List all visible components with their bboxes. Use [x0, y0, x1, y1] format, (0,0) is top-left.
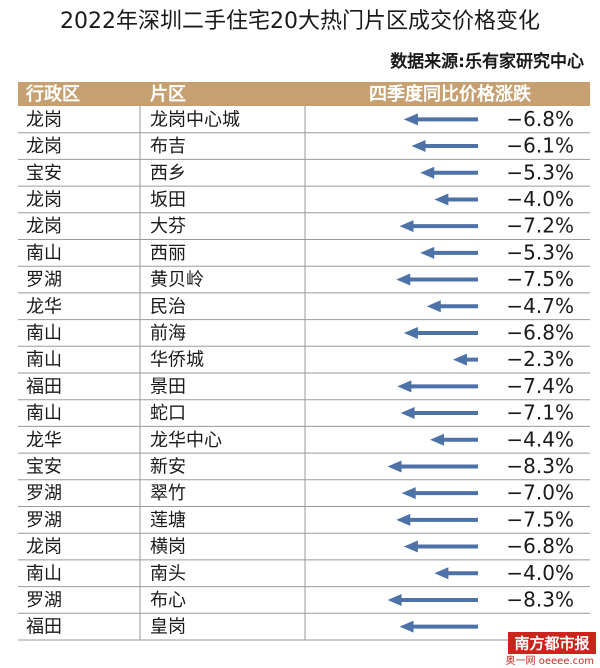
value-label: −4.4%	[506, 427, 574, 451]
district: 龙华	[26, 430, 62, 451]
arrow-bar	[420, 166, 478, 179]
value-label: −7.5%	[506, 507, 574, 531]
watermark: 南方都市报	[514, 635, 589, 653]
district: 龙岗	[26, 216, 62, 237]
arrow-bar	[403, 113, 478, 126]
column-header: 行政区	[25, 83, 80, 105]
district: 宝安	[26, 163, 62, 184]
area-name: 横岗	[150, 537, 186, 558]
value-label: −4.7%	[506, 294, 574, 318]
district: 龙岗	[26, 109, 62, 130]
area-name: 景田	[150, 376, 186, 397]
district: 罗湖	[26, 510, 62, 531]
district: 龙岗	[26, 136, 62, 157]
arrow-bar	[397, 380, 478, 393]
arrow-bar	[396, 273, 478, 286]
arrow-bar	[387, 593, 478, 606]
district: 南山	[26, 350, 62, 371]
arrow-bar	[403, 540, 478, 553]
value-label: −4.0%	[506, 561, 574, 585]
district: 南山	[26, 323, 62, 344]
area-name: 皇岗	[150, 617, 186, 638]
district: 福田	[26, 617, 62, 638]
area-name: 布心	[150, 590, 186, 611]
source-note: 数据来源:乐有家研究中心	[390, 51, 584, 72]
value-label: −5.3%	[506, 240, 574, 264]
arrow-bar	[387, 460, 478, 473]
area-name: 华侨城	[150, 350, 204, 371]
arrow-bar	[400, 407, 478, 420]
value-label: −2.3%	[506, 347, 574, 371]
watermark-bg	[508, 632, 596, 654]
column-header: 片区	[150, 83, 186, 105]
district: 南山	[26, 243, 62, 264]
value-label: −7.2%	[506, 214, 574, 238]
value-label: −7.1%	[506, 401, 574, 425]
arrow-bar	[426, 300, 478, 313]
value-label: −6.8%	[506, 107, 574, 131]
area-name: 前海	[150, 323, 186, 344]
value-label: −7.0%	[506, 481, 574, 505]
value-label: −7.4%	[506, 374, 574, 398]
arrow-bar	[399, 220, 478, 233]
arrow-bar	[434, 193, 478, 206]
value-label: −8.3%	[506, 454, 574, 478]
arrow-bar	[434, 567, 478, 580]
area-name: 布吉	[150, 136, 186, 157]
district: 罗湖	[26, 270, 62, 291]
area-name: 黄贝岭	[150, 270, 204, 291]
area-name: 民治	[150, 296, 186, 317]
header-bg	[18, 82, 590, 106]
arrow-bar	[452, 353, 478, 366]
area-name: 南头	[150, 563, 186, 584]
arrow-bar	[411, 140, 478, 153]
district: 龙岗	[26, 537, 62, 558]
value-label: −5.3%	[506, 160, 574, 184]
value-label: −6.1%	[506, 134, 574, 158]
district: 罗湖	[26, 590, 62, 611]
area-name: 坂田	[150, 189, 186, 210]
area-name: 新安	[150, 456, 186, 477]
area-name: 龙华中心	[150, 430, 222, 451]
area-name: 龙岗中心城	[150, 109, 240, 130]
arrow-bar	[430, 433, 478, 446]
district: 龙华	[26, 296, 62, 317]
watermark: 奥一网 oeeee.com	[506, 654, 594, 667]
district: 龙岗	[26, 189, 62, 210]
district: 罗湖	[26, 483, 62, 504]
column-header: 四季度同比价格涨跌	[369, 83, 532, 105]
value-label: −8.3%	[506, 587, 574, 611]
area-name: 西乡	[150, 163, 186, 184]
value-label: −6.8%	[506, 320, 574, 344]
district: 南山	[26, 403, 62, 424]
district: 福田	[26, 376, 62, 397]
value-label: −4.0%	[506, 187, 574, 211]
chart-title: 2022年深圳二手住宅20大热门片区成交价格变化	[60, 9, 540, 34]
value-label: −7.5%	[506, 267, 574, 291]
arrow-bar	[401, 487, 478, 500]
area-name: 蛇口	[150, 403, 186, 424]
area-name: 大芬	[150, 216, 186, 237]
area-name: 翠竹	[150, 483, 186, 504]
area-name: 西丽	[150, 243, 186, 264]
area-name: 莲塘	[150, 510, 186, 531]
value-label: −6.8%	[506, 534, 574, 558]
arrow-bar	[399, 620, 478, 633]
arrow-bar	[403, 326, 478, 339]
district: 南山	[26, 563, 62, 584]
arrow-bar	[420, 246, 478, 259]
district: 宝安	[26, 456, 62, 477]
arrow-bar	[396, 513, 478, 526]
